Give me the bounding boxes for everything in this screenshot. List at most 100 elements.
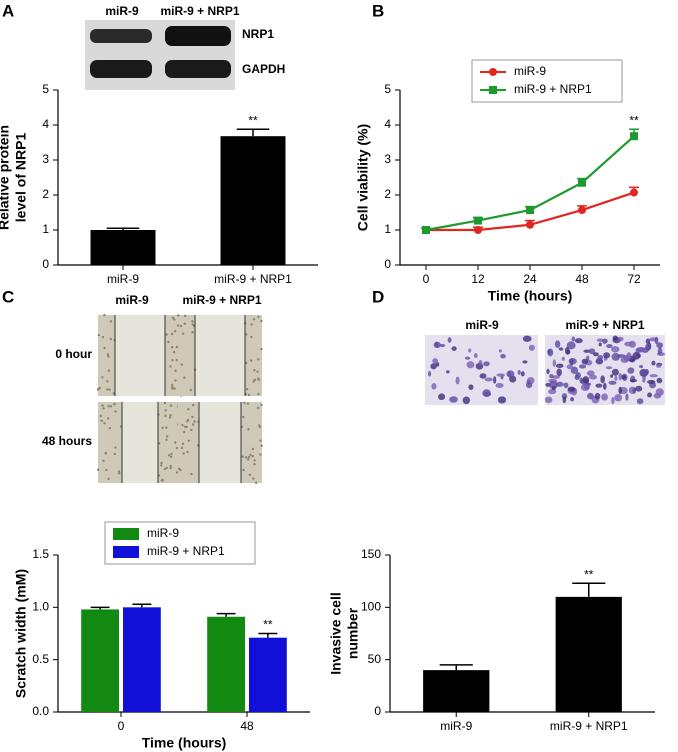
- cell: [181, 424, 184, 427]
- cell: [113, 452, 117, 456]
- cell: [108, 426, 112, 430]
- cell: [636, 398, 644, 405]
- y-tick-label: 1: [42, 222, 49, 236]
- cell: [182, 430, 186, 434]
- cell: [610, 374, 614, 378]
- x-tick-label: 48: [240, 719, 254, 733]
- cell: [466, 361, 475, 369]
- cell: [592, 352, 599, 357]
- cell: [551, 386, 556, 391]
- cell: [247, 428, 250, 431]
- significance: **: [584, 567, 594, 581]
- cell: [167, 340, 170, 344]
- cell: [160, 464, 163, 467]
- cell: [645, 343, 652, 351]
- cell: [496, 373, 506, 377]
- cell: [611, 368, 619, 376]
- cell: [605, 366, 613, 370]
- cell: [551, 375, 560, 379]
- cell: [260, 444, 263, 448]
- cell: [495, 383, 504, 388]
- cell: [114, 410, 117, 413]
- cell: [191, 330, 194, 334]
- cell: [190, 428, 193, 432]
- cell: [639, 365, 644, 369]
- cell: [99, 414, 102, 418]
- band-label: NRP1: [242, 27, 274, 41]
- cell: [103, 346, 106, 350]
- cell: [175, 471, 179, 474]
- cell: [257, 315, 260, 319]
- marker: [630, 188, 638, 197]
- cell: [171, 316, 175, 320]
- cell: [482, 389, 491, 397]
- cell: [552, 359, 557, 367]
- cell: [549, 374, 554, 379]
- bar: [220, 136, 286, 265]
- panel-label: A: [2, 1, 14, 20]
- cell: [181, 442, 185, 445]
- cell: [106, 353, 110, 356]
- cell: [645, 338, 651, 345]
- marker: [630, 132, 638, 141]
- cell: [101, 335, 105, 339]
- error-bar: [236, 128, 270, 137]
- x-tick-label: 0: [118, 719, 125, 733]
- panel-label: B: [372, 1, 384, 20]
- cell: [165, 438, 168, 442]
- cell: [183, 376, 186, 379]
- cell: [164, 409, 167, 412]
- cell: [554, 340, 561, 349]
- cell: [455, 376, 460, 385]
- lane-label: miR-9: [105, 4, 139, 18]
- cell: [618, 386, 622, 395]
- legend-swatch: [113, 528, 139, 540]
- cell: [165, 426, 168, 429]
- cell: [479, 373, 487, 379]
- y-tick-label: 1: [384, 222, 391, 236]
- column-label: miR-9 + NRP1: [182, 293, 261, 307]
- cell: [657, 347, 663, 355]
- cell: [169, 404, 173, 407]
- cell: [179, 324, 183, 328]
- cell: [500, 353, 506, 359]
- cell: [100, 419, 103, 422]
- error-bar: [132, 603, 152, 608]
- cell: [260, 403, 263, 407]
- cell: [175, 446, 179, 450]
- y-tick-label: 0: [374, 704, 381, 718]
- error-bar: [106, 227, 140, 230]
- cell: [169, 466, 172, 470]
- marker: [526, 206, 534, 215]
- cell: [617, 336, 624, 342]
- cell: [468, 348, 472, 353]
- error-bar: [258, 632, 278, 638]
- y-tick-label: 150: [361, 547, 381, 561]
- cell: [656, 377, 663, 384]
- cell: [248, 473, 252, 476]
- cell: [191, 423, 195, 426]
- cell: [103, 422, 106, 425]
- cell: [175, 345, 179, 349]
- cell: [431, 383, 437, 390]
- cell: [102, 459, 105, 463]
- cell: [101, 376, 104, 379]
- row-label: 48 hours: [42, 434, 92, 448]
- cell: [165, 435, 169, 438]
- cell: [160, 461, 163, 465]
- cell: [252, 477, 255, 480]
- cell: [108, 388, 111, 391]
- x-tick-label: miR-9 + NRP1: [550, 719, 628, 733]
- y-tick-label: 0.5: [32, 652, 49, 666]
- error-bar: [90, 606, 110, 610]
- cell: [165, 333, 168, 336]
- cell: [117, 470, 121, 473]
- cell: [169, 413, 172, 417]
- cell: [106, 380, 109, 383]
- error-bar: [439, 664, 473, 671]
- blot-band: [90, 60, 152, 78]
- cell: [522, 360, 528, 364]
- significance: **: [263, 618, 273, 632]
- cell: [107, 355, 110, 358]
- cell: [548, 380, 558, 389]
